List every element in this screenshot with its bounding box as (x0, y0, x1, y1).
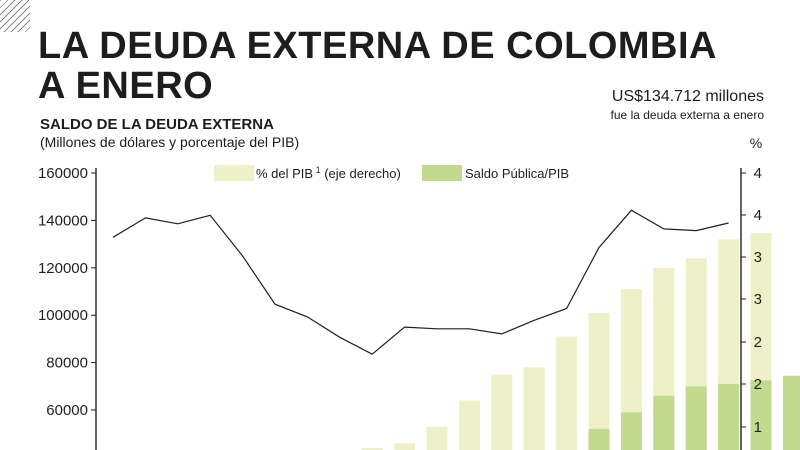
bar-public (685, 386, 707, 450)
bar-total (588, 312, 610, 450)
ratio-line (112, 209, 729, 355)
corner-hatch-decoration (0, 0, 30, 32)
chart-subtitle: SALDO DE LA DEUDA EXTERNA (40, 116, 274, 133)
bar-public (588, 428, 610, 450)
bar-total (620, 289, 642, 450)
right-tick-label: 2 (754, 334, 762, 351)
chart-tick-labels: 60000 80000 100000 120000 140000 160000 1 2 2 3 3 4… (38, 135, 762, 436)
bar-total (523, 367, 545, 450)
bar-total (361, 447, 383, 450)
right-axis-unit-label: % (750, 135, 762, 151)
left-tick-label: 80000 (46, 355, 88, 372)
legend-label-public: Saldo Pública/PIB (465, 166, 569, 181)
right-tick-label: 3 (754, 291, 762, 308)
bar-total (426, 426, 448, 450)
headline-value: US$134.712 millones (611, 88, 764, 105)
legend-label-total: % del PIB 1 (eje derecho) (256, 165, 401, 181)
page-title: LA DEUDA EXTERNA DE COLOMBIA A ENERO (38, 25, 717, 107)
legend-swatch-total (214, 165, 254, 181)
bar-public (653, 395, 675, 450)
bar-total (458, 400, 480, 450)
bars-total-series (361, 232, 772, 450)
right-tick-label: 4 (754, 165, 762, 182)
bar-public (620, 412, 642, 450)
bar-public (782, 375, 800, 450)
right-tick-label: 1 (754, 419, 762, 436)
left-tick-label: 100000 (38, 307, 88, 324)
bar-total (394, 443, 416, 450)
right-tick-label: 3 (754, 249, 762, 266)
chart-units: (Millones de dólares y porcentaje del PI… (40, 134, 300, 150)
legend-swatch-public (422, 165, 462, 181)
left-tick-label: 140000 (38, 212, 88, 229)
left-tick-label: 120000 (38, 260, 88, 277)
chart-axes (95, 168, 742, 450)
headline-caption: fue la deuda externa a enero (610, 108, 764, 122)
bars-public-series (588, 375, 800, 450)
bar-total (556, 336, 578, 450)
right-tick-label: 4 (754, 207, 762, 224)
left-tick-label: 60000 (46, 402, 88, 419)
bar-public (718, 383, 740, 450)
right-tick-label: 2 (754, 376, 762, 393)
left-tick-label: 160000 (38, 165, 88, 182)
chart-legend: % del PIB 1 (eje derecho) Saldo Pública/P… (214, 165, 569, 181)
bar-public (750, 380, 772, 450)
bar-total (491, 374, 513, 450)
